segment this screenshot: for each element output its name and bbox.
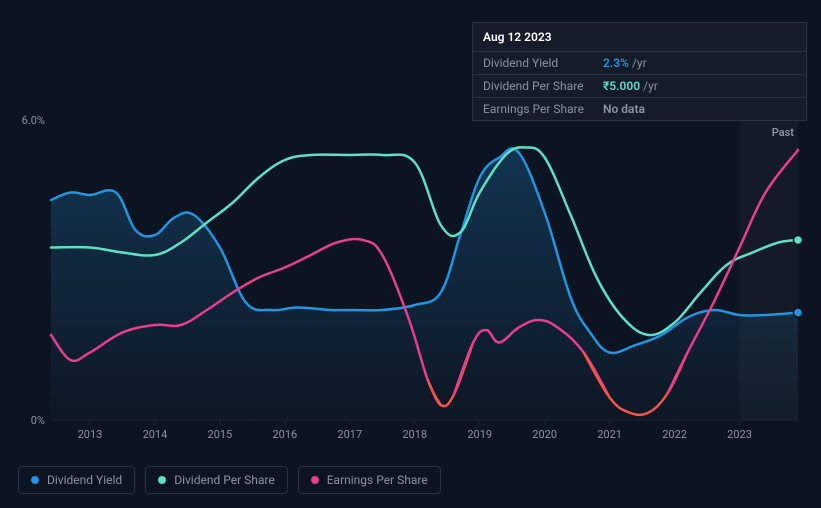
tooltip-unit: /yr xyxy=(632,56,647,70)
legend-label: Dividend Per Share xyxy=(174,473,275,487)
tooltip-value: 2.3% xyxy=(603,56,629,70)
svg-text:2022: 2022 xyxy=(662,428,687,441)
svg-text:2021: 2021 xyxy=(597,428,622,441)
tooltip-row: Dividend Per Share₹5.000/yr xyxy=(473,75,806,98)
svg-text:6.0%: 6.0% xyxy=(22,114,45,127)
svg-text:2023: 2023 xyxy=(727,428,752,441)
svg-text:2015: 2015 xyxy=(208,428,233,441)
chart-tooltip: Aug 12 2023 Dividend Yield2.3%/yrDividen… xyxy=(472,22,807,121)
chart-legend: Dividend Yield Dividend Per Share Earnings… xyxy=(18,466,441,494)
tooltip-value: No data xyxy=(603,102,645,116)
tooltip-label: Earnings Per Share xyxy=(483,102,603,116)
svg-text:Past: Past xyxy=(772,126,795,139)
legend-item[interactable]: Earnings Per Share xyxy=(298,466,441,494)
tooltip-label: Dividend Yield xyxy=(483,56,603,70)
tooltip-row: Earnings Per ShareNo data xyxy=(473,98,806,120)
svg-text:2019: 2019 xyxy=(467,428,492,441)
tooltip-value: ₹5.000 xyxy=(603,79,640,93)
legend-dot xyxy=(158,476,166,484)
svg-text:2014: 2014 xyxy=(143,428,168,441)
legend-dot xyxy=(311,476,319,484)
svg-text:0%: 0% xyxy=(31,414,45,427)
legend-item[interactable]: Dividend Yield xyxy=(18,466,135,494)
svg-text:2013: 2013 xyxy=(78,428,103,441)
svg-text:2020: 2020 xyxy=(532,428,557,441)
legend-label: Dividend Yield xyxy=(47,473,122,487)
svg-text:2018: 2018 xyxy=(402,428,427,441)
svg-text:2016: 2016 xyxy=(272,428,297,441)
legend-label: Earnings Per Share xyxy=(327,473,428,487)
legend-dot xyxy=(31,476,39,484)
tooltip-date: Aug 12 2023 xyxy=(473,23,806,52)
legend-item[interactable]: Dividend Per Share xyxy=(145,466,288,494)
tooltip-unit: /yr xyxy=(643,79,658,93)
tooltip-row: Dividend Yield2.3%/yr xyxy=(473,52,806,75)
tooltip-label: Dividend Per Share xyxy=(483,79,603,93)
svg-text:2017: 2017 xyxy=(337,428,362,441)
